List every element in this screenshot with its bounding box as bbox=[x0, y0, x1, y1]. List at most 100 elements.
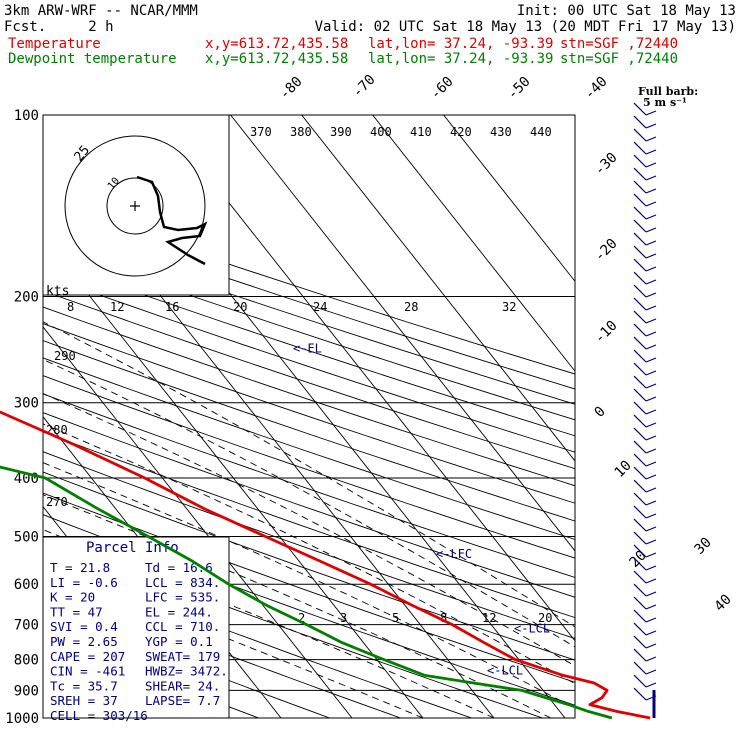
dewpoint-legend-stn: stn=SGF ,72440 bbox=[560, 51, 679, 67]
wind-barb-flag bbox=[645, 240, 657, 246]
theta-tick-label-low: 290 bbox=[54, 349, 76, 363]
temp-legend-stn: stn=SGF ,72440 bbox=[560, 36, 679, 52]
dewpoint-legend-latlon: lat,lon= 37.24, -93.39 bbox=[368, 51, 554, 67]
wind-barb-flag bbox=[645, 253, 657, 259]
pressure-tick-label: 500 bbox=[14, 529, 39, 545]
wind-barb bbox=[633, 141, 647, 155]
wind-barb bbox=[633, 115, 647, 129]
isotherm-line bbox=[301, 115, 575, 462]
wind-barb bbox=[633, 596, 647, 610]
pressure-tick-label: 700 bbox=[14, 618, 39, 634]
wind-barb-flag bbox=[645, 123, 657, 129]
wind-barb bbox=[633, 479, 647, 493]
wind-barb bbox=[633, 635, 647, 649]
parcel-row-right: LFC = 535. bbox=[145, 590, 220, 605]
theta-tick-label: 390 bbox=[330, 125, 352, 139]
dry-adiabat-line bbox=[43, 259, 575, 437]
theta-tick-label: 400 bbox=[370, 125, 392, 139]
wind-barb bbox=[633, 102, 647, 116]
wind-barb-flag bbox=[645, 565, 657, 571]
dry-adiabat-line bbox=[43, 431, 575, 619]
wind-barb bbox=[633, 622, 647, 636]
parcel-box-frame bbox=[42, 536, 230, 719]
wind-barb bbox=[633, 414, 647, 428]
parcel-row-right: EL = 244. bbox=[145, 604, 213, 619]
wind-barb-flag bbox=[645, 383, 657, 389]
wind-barb bbox=[633, 154, 647, 168]
wind-barb bbox=[633, 232, 647, 246]
temperature-diag-label: -70 bbox=[350, 72, 379, 101]
wind-barb bbox=[633, 453, 647, 467]
hodograph-box bbox=[42, 114, 230, 296]
parcel-info-title: Parcel Info bbox=[86, 540, 179, 556]
temp-legend-label: Temperature bbox=[8, 36, 101, 52]
pressure-tick-label: 800 bbox=[14, 653, 39, 669]
dry-adiabat-line bbox=[43, 323, 575, 504]
wind-barb-flag bbox=[645, 422, 657, 428]
temperature-diag-label: -20 bbox=[592, 236, 621, 265]
dry-adiabat-line bbox=[43, 229, 575, 405]
wind-barb-flag bbox=[645, 448, 657, 454]
temperature-diag-label: 30 bbox=[692, 535, 715, 558]
temperature-diag-label: 40 bbox=[712, 592, 735, 615]
mixing-ratio-label: 2 bbox=[298, 611, 305, 625]
wind-barb bbox=[633, 609, 647, 623]
parcel-row-right: CCL = 710. bbox=[145, 619, 220, 634]
isotherm-line bbox=[159, 115, 575, 642]
hodograph-speed-tick: 20 bbox=[233, 300, 247, 314]
temp-legend-latlon: lat,lon= 37.24, -93.39 bbox=[368, 36, 554, 52]
wind-barb-flag bbox=[645, 643, 657, 649]
dry-adiabat-line bbox=[43, 451, 575, 639]
wind-barb bbox=[633, 531, 647, 545]
temperature-diag-label: -50 bbox=[505, 74, 534, 103]
wind-barb bbox=[633, 440, 647, 454]
hodograph-speed-tick: 28 bbox=[404, 300, 418, 314]
theta-tick-label: 380 bbox=[290, 125, 312, 139]
wind-barb-flag bbox=[645, 188, 657, 194]
dry-adiabat-line bbox=[43, 274, 575, 453]
wind-barb bbox=[633, 219, 647, 233]
parcel-row-left: T = 21.8 bbox=[50, 560, 110, 575]
wind-barb bbox=[633, 310, 647, 324]
wind-barb-flag bbox=[645, 617, 657, 623]
wind-barb-flag bbox=[645, 656, 657, 662]
dry-adiabat-line bbox=[43, 214, 575, 390]
theta-tick-label: 370 bbox=[250, 125, 272, 139]
pressure-tick-label: 900 bbox=[14, 683, 39, 699]
dry-adiabat-line bbox=[43, 306, 575, 487]
wind-barb bbox=[633, 323, 647, 337]
wind-barb bbox=[633, 245, 647, 259]
wind-barb-flag bbox=[645, 461, 657, 467]
hodograph-speed-tick: 32 bbox=[502, 300, 516, 314]
wind-barb-flag bbox=[645, 175, 657, 181]
wind-barb-flag bbox=[645, 136, 657, 142]
dry-adiabat-line bbox=[43, 200, 575, 375]
wind-barb-flag bbox=[645, 227, 657, 233]
dry-adiabat-line bbox=[43, 471, 575, 661]
wind-barb bbox=[633, 518, 647, 532]
theta-tick-label-low: 270 bbox=[46, 495, 68, 509]
model-title: 3km ARW-WRF -- NCAR/MMM bbox=[4, 3, 198, 19]
parcel-row-left: LI = -0.6 bbox=[50, 575, 118, 590]
pressure-tick-label: 600 bbox=[14, 577, 39, 593]
forecast-hour: Fcst. 2 h bbox=[4, 19, 114, 35]
isotherm-line bbox=[43, 326, 353, 718]
wind-barb bbox=[633, 661, 647, 675]
init-time: Init: 00 UTC Sat 18 May 13 bbox=[516, 3, 736, 19]
valid-time: Valid: 02 UTC Sat 18 May 13 (20 MDT Fri … bbox=[314, 19, 736, 35]
parcel-row-left: CELL = 303/16 bbox=[50, 708, 148, 723]
wind-barb-flag bbox=[645, 305, 657, 311]
parcel-row-left: CAPE = 207 bbox=[50, 649, 125, 664]
parcel-row-left: CIN = -461 bbox=[50, 664, 125, 679]
temperature-diag-label: 0 bbox=[592, 404, 609, 421]
hodograph-speed-tick: 16 bbox=[165, 300, 179, 314]
wind-barb-flag bbox=[645, 162, 657, 168]
wind-barb-flag bbox=[645, 331, 657, 337]
temp-legend-xy: x,y=613.72,435.58 bbox=[205, 36, 349, 52]
wind-barb bbox=[633, 271, 647, 285]
hodograph-ring-outer bbox=[64, 135, 206, 277]
wind-barb-flag bbox=[645, 500, 657, 506]
wind-barb-flag bbox=[645, 669, 657, 675]
isotherm-line bbox=[43, 236, 424, 718]
